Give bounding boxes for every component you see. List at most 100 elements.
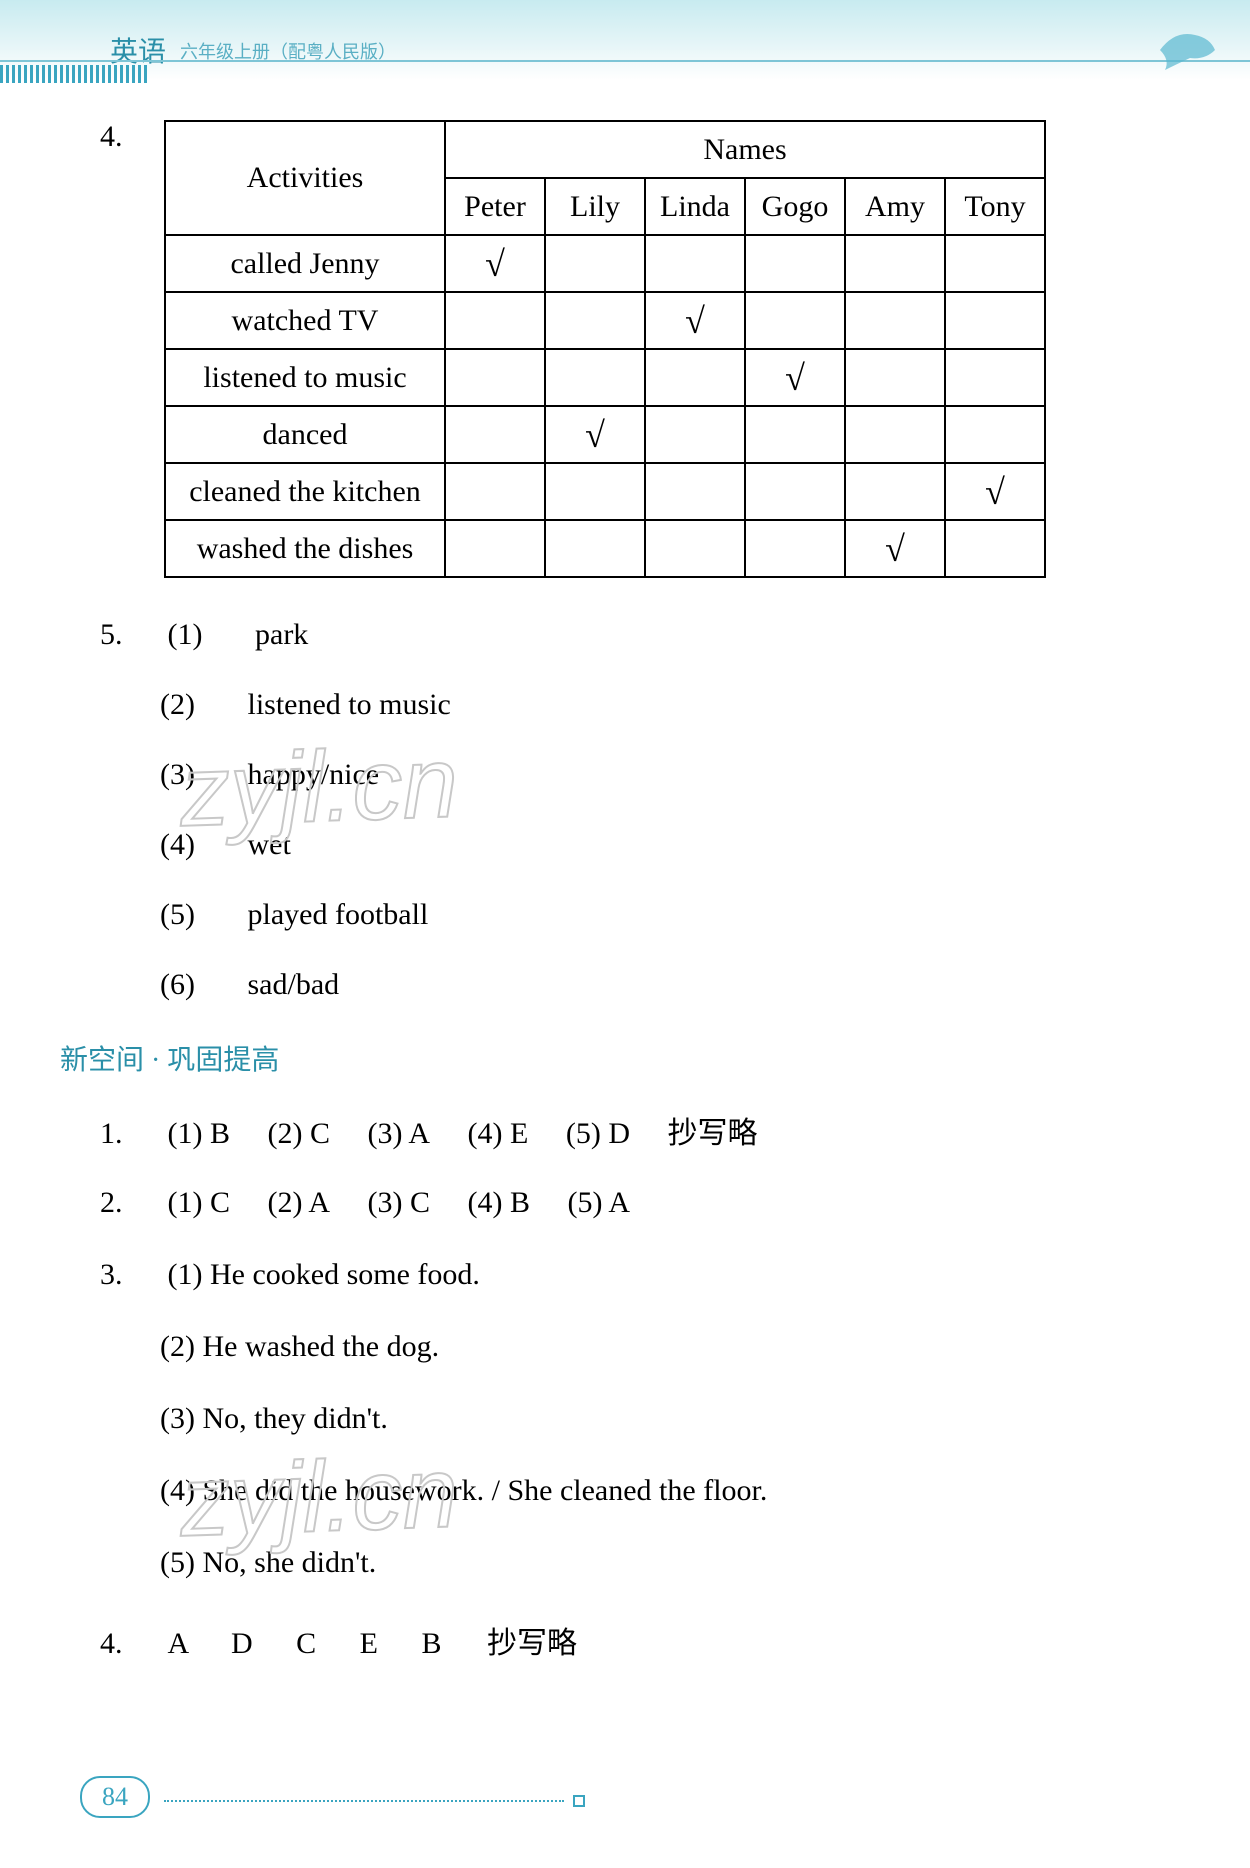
check-cell [545, 235, 645, 292]
table-row: washed the dishes √ [165, 520, 1045, 577]
check-cell [945, 520, 1045, 577]
answer-3-2: (2) He washed the dog. [160, 1330, 1150, 1368]
check-cell [845, 463, 945, 520]
ans3-sub: (3) [160, 1402, 195, 1435]
ans3-text: He washed the dog. [202, 1330, 439, 1363]
check-cell [945, 235, 1045, 292]
q4-table-wrap: Activities Names Peter Lily Linda Gogo A… [164, 120, 1046, 578]
ans3-text: No, she didn't. [202, 1546, 376, 1579]
ans1-sub: (5) [566, 1117, 601, 1150]
q5-sub-num: (3) [160, 758, 240, 792]
ans3-text: He cooked some food. [210, 1258, 480, 1291]
answer-2: 2. (1) C (2) A (3) C (4) B (5) A [160, 1186, 1150, 1224]
check-cell [745, 406, 845, 463]
check-cell [545, 349, 645, 406]
check-cell [545, 520, 645, 577]
answer-3-5: (5) No, she didn't. [160, 1546, 1150, 1584]
check-cell [645, 520, 745, 577]
ans2-val: C [210, 1186, 230, 1219]
page-footer: 84 [80, 1776, 1180, 1818]
name-col-lily: Lily [545, 178, 645, 235]
ans2-sub: (2) [268, 1186, 303, 1219]
ans4-letters: A D C E B [168, 1627, 460, 1660]
ans1-val: D [608, 1117, 630, 1150]
ans1-sub: (2) [268, 1117, 303, 1150]
check-cell: √ [945, 463, 1045, 520]
check-cell [945, 406, 1045, 463]
ans1-note: 抄写略 [667, 1117, 757, 1150]
q5-item-text: wet [248, 828, 291, 861]
q5-item-text: sad/bad [248, 968, 340, 1001]
ans1-val: A [408, 1117, 430, 1150]
q5-sub-num: (2) [160, 688, 240, 722]
ans2-val: C [410, 1186, 430, 1219]
q5-number: 5. [100, 618, 160, 652]
check-cell [745, 235, 845, 292]
footer-square-icon [573, 1795, 585, 1807]
table-row: danced √ [165, 406, 1045, 463]
ans1-sub: (3) [368, 1117, 403, 1150]
ans2-sub: (3) [368, 1186, 403, 1219]
check-cell [545, 292, 645, 349]
check-cell [845, 292, 945, 349]
q4-number: 4. [100, 120, 160, 154]
ans4-number: 4. [100, 1627, 160, 1661]
ans1-val: C [310, 1117, 330, 1150]
header-subject: 英语 [110, 30, 166, 70]
name-col-amy: Amy [845, 178, 945, 235]
activity-cell: danced [165, 406, 445, 463]
check-cell [745, 463, 845, 520]
name-col-linda: Linda [645, 178, 745, 235]
q5-sub-num: (6) [160, 968, 240, 1002]
main-content: 4. Activities Names Peter Lily Linda Gog… [100, 120, 1150, 1696]
dove-icon [1150, 20, 1220, 80]
check-cell [445, 349, 545, 406]
ans3-sub: (4) [160, 1474, 195, 1507]
check-cell [645, 235, 745, 292]
ans2-val: B [510, 1186, 530, 1219]
check-cell: √ [545, 406, 645, 463]
ans3-sub: (2) [160, 1330, 195, 1363]
check-cell [445, 463, 545, 520]
q5-item-text: played football [248, 898, 429, 931]
answer-3-1: 3. (1) He cooked some food. [160, 1258, 1150, 1296]
table-row: called Jenny √ [165, 235, 1045, 292]
check-cell [445, 292, 545, 349]
activity-cell: cleaned the kitchen [165, 463, 445, 520]
check-cell [845, 406, 945, 463]
answer-3-3: (3) No, they didn't. [160, 1402, 1150, 1440]
ans1-sub: (1) [168, 1117, 203, 1150]
ans2-val: A [308, 1186, 330, 1219]
section-label: 新空间 · 巩固提高 [60, 1038, 1150, 1078]
check-cell [545, 463, 645, 520]
check-cell: √ [845, 520, 945, 577]
q5-sub-num: (5) [160, 898, 240, 932]
ans1-val: E [510, 1117, 528, 1150]
ans2-sub: (5) [568, 1186, 603, 1219]
barcode-decoration [0, 65, 150, 83]
q5-sub-num: (1) [168, 618, 248, 652]
footer-dotted-line [164, 1800, 564, 1802]
check-cell [745, 292, 845, 349]
ans3-text: No, they didn't. [202, 1402, 387, 1435]
activities-header: Activities [165, 121, 445, 235]
ans2-val: A [608, 1186, 630, 1219]
question-4: 4. Activities Names Peter Lily Linda Gog… [100, 120, 1150, 578]
check-cell [445, 520, 545, 577]
answer-1: 1. (1) B (2) C (3) A (4) E (5) D 抄写略 [160, 1108, 1150, 1152]
check-cell: √ [645, 292, 745, 349]
activities-table: Activities Names Peter Lily Linda Gogo A… [164, 120, 1046, 578]
question-5: 5. (1) park (2) listened to music (3) ha… [100, 618, 1150, 1008]
ans1-sub: (4) [468, 1117, 503, 1150]
activity-cell: watched TV [165, 292, 445, 349]
activity-cell: washed the dishes [165, 520, 445, 577]
check-cell [745, 520, 845, 577]
ans3-sub: (1) [168, 1258, 203, 1291]
check-cell [645, 463, 745, 520]
check-cell: √ [745, 349, 845, 406]
ans3-number: 3. [100, 1258, 160, 1292]
ans1-val: B [210, 1117, 230, 1150]
activity-cell: listened to music [165, 349, 445, 406]
check-cell [845, 235, 945, 292]
table-row: cleaned the kitchen √ [165, 463, 1045, 520]
